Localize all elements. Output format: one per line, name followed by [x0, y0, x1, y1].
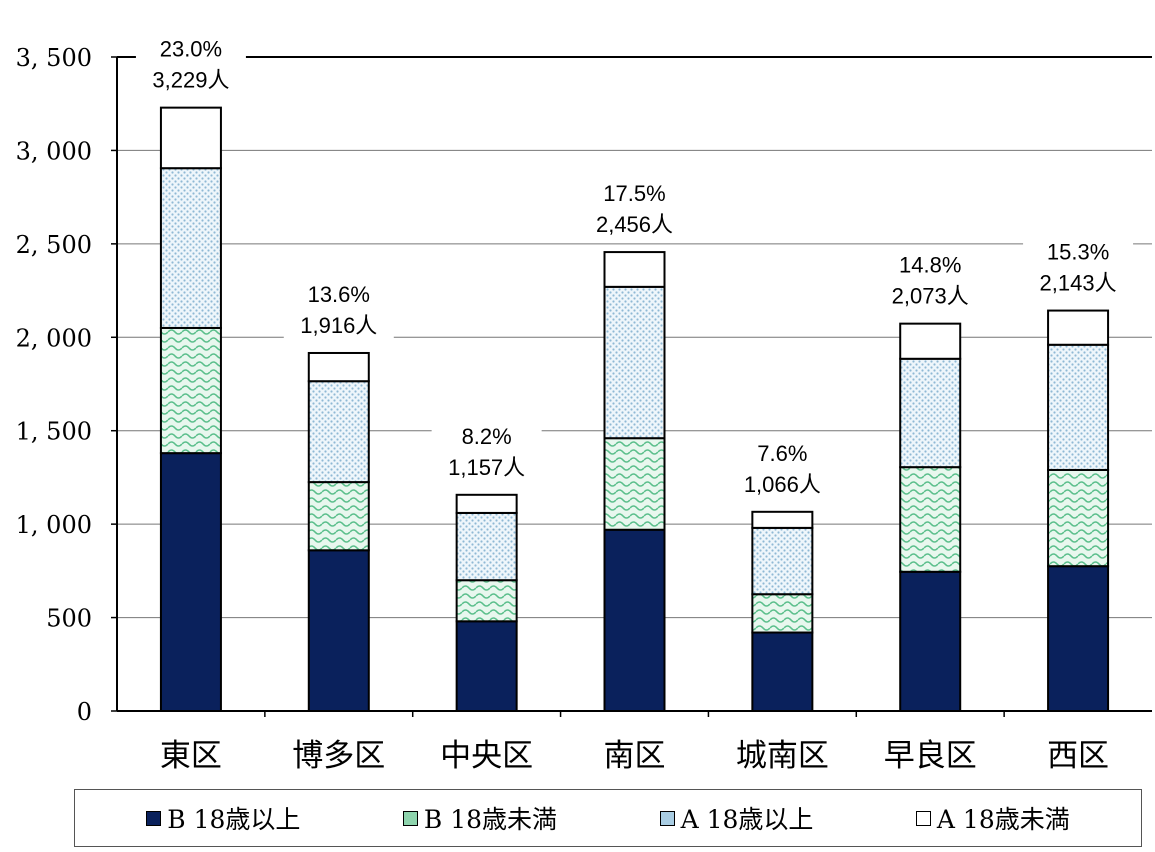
legend-label-a-minor: A 18歳未満 — [936, 805, 1070, 834]
x-tick-label: 博多区 — [292, 738, 385, 774]
bar-segment — [603, 437, 666, 531]
y-tick-label: 0 — [77, 698, 92, 726]
x-axis-ticks: 東区 博多区 中央区 南区 城南区 早良区 西区 — [160, 738, 1109, 774]
total-percent-label: 7.6% — [757, 441, 807, 466]
bars — [159, 106, 1110, 713]
x-tick-label: 城南区 — [736, 738, 829, 774]
total-label-background — [283, 276, 394, 341]
legend-swatch-b-adult — [146, 810, 162, 826]
total-label-background — [1023, 234, 1134, 299]
bar-segment — [159, 106, 222, 170]
legend-label-a-adult: A 18歳以上 — [680, 805, 814, 834]
bar-segment — [899, 322, 962, 360]
total-count-label: 1,066人 — [744, 472, 821, 497]
total-label-background — [727, 435, 838, 500]
bar-segment — [455, 579, 518, 623]
total-label-background — [875, 247, 986, 312]
total-count-label: 3,229人 — [152, 68, 229, 93]
bar-segment — [1047, 309, 1110, 346]
bar-segment — [307, 380, 370, 484]
bar-segment — [159, 452, 222, 712]
bar-segment — [159, 167, 222, 329]
bar-segment — [603, 528, 666, 713]
y-tick-label: 500 — [46, 605, 92, 633]
bar-segment — [751, 593, 814, 634]
total-percent-label: 15.3% — [1047, 240, 1109, 265]
bar-segment — [159, 326, 222, 455]
y-tick-label: 3, 500 — [16, 44, 92, 72]
y-tick-label: 1, 000 — [16, 511, 92, 539]
x-tick-label: 南区 — [604, 738, 666, 774]
chart-legend: B 18歳以上 B 18歳未満 A 18歳以上 A 18歳未満 — [74, 789, 1142, 847]
y-tick-label: 2, 500 — [16, 231, 92, 259]
total-labels: 23.0% 3,229人 13.6% 1,916人 8.2% 1,157人 17.5% 2,4… — [135, 31, 1134, 500]
bar-segment — [1047, 343, 1110, 471]
axes — [111, 56, 1152, 717]
legend-swatch-a-minor — [915, 810, 931, 826]
legend-label-b-adult: B 18歳以上 — [167, 805, 301, 834]
legend-swatch-b-minor — [402, 810, 418, 826]
legend-label-b-minor: B 18歳未満 — [423, 805, 558, 834]
total-label-background — [579, 176, 690, 241]
total-count-label: 2,073人 — [892, 284, 969, 309]
stacked-bar-chart: 0 500 1, 000 1, 500 2, 000 2, 500 3, 000 3, 500… — [15, 31, 1152, 774]
bar-segment — [899, 357, 962, 469]
total-percent-label: 8.2% — [462, 424, 512, 449]
legend-item-b-adult: B 18歳以上 — [146, 800, 300, 836]
bar-segment — [603, 251, 666, 288]
total-count-label: 2,456人 — [596, 212, 673, 237]
bar-segment — [899, 466, 962, 573]
total-percent-label: 17.5% — [603, 181, 665, 206]
x-tick-label: 中央区 — [440, 738, 533, 774]
legend-item-a-adult: A 18歳以上 — [659, 800, 814, 836]
total-label-background — [431, 418, 542, 483]
bar-segment — [307, 351, 370, 383]
y-axis-ticks: 0 500 1, 000 1, 500 2, 000 2, 500 3, 000 3, 500 — [16, 44, 92, 726]
bar-segment — [1047, 468, 1110, 568]
bar-segment — [751, 526, 814, 596]
y-tick-label: 2, 000 — [16, 324, 92, 352]
legend-item-a-minor: A 18歳未満 — [915, 800, 1070, 836]
total-percent-label: 13.6% — [308, 282, 370, 307]
total-percent-label: 14.8% — [899, 253, 961, 278]
bar-segment — [751, 510, 814, 529]
total-label-background — [135, 31, 246, 96]
bar-segment — [603, 285, 666, 440]
total-count-label: 1,916人 — [300, 313, 377, 338]
bar-segment — [1047, 565, 1110, 713]
total-count-label: 2,143人 — [1040, 271, 1117, 296]
bar-segment — [455, 493, 518, 514]
total-count-label: 1,157人 — [448, 455, 525, 480]
x-tick-label: 西区 — [1047, 738, 1109, 774]
total-percent-label: 23.0% — [160, 37, 222, 62]
bar-segment — [455, 620, 518, 713]
bar-segment — [307, 481, 370, 552]
y-tick-label: 1, 500 — [16, 418, 92, 446]
bar-segment — [899, 570, 962, 713]
bar-segment — [751, 631, 814, 713]
bar-segment — [455, 511, 518, 582]
legend-swatch-a-adult — [659, 810, 675, 826]
y-tick-label: 3, 000 — [16, 137, 92, 165]
bar-segment — [307, 549, 370, 712]
x-tick-label: 東区 — [160, 738, 222, 774]
x-tick-label: 早良区 — [884, 738, 977, 774]
legend-item-b-minor: B 18歳未満 — [402, 800, 558, 836]
